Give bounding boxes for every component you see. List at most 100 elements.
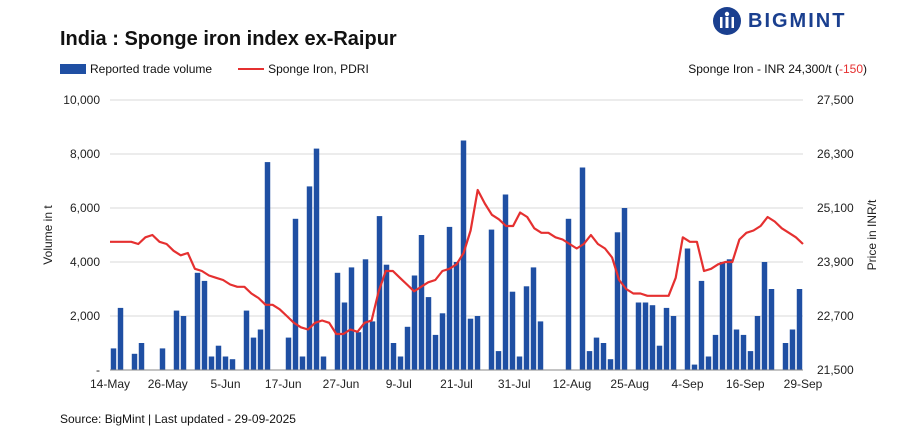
volume-bar <box>383 264 390 370</box>
x-tick-label: 14-May <box>90 377 130 391</box>
volume-bar <box>446 226 453 370</box>
volume-bar <box>607 359 614 370</box>
y-tick-label: 8,000 <box>70 147 100 161</box>
x-tick-label: 21-Jul <box>440 377 473 391</box>
x-tick-label: 27-Jun <box>323 377 360 391</box>
y-tick-label: 4,000 <box>70 255 100 269</box>
x-tick-label: 12-Aug <box>553 377 592 391</box>
volume-bar <box>796 289 803 370</box>
y2-tick-label: 22,700 <box>817 309 854 323</box>
volume-bar <box>159 348 166 370</box>
volume-bar <box>439 313 446 370</box>
volume-bar <box>285 337 292 370</box>
chart-legend: Reported trade volume Sponge Iron, PDRI <box>60 62 395 76</box>
y-tick-label: 10,000 <box>63 93 100 107</box>
volume-bar <box>782 343 789 370</box>
volume-bar <box>229 359 236 370</box>
volume-bar <box>656 345 663 370</box>
price-note-close: ) <box>863 62 867 76</box>
legend-line-swatch <box>238 68 265 70</box>
volume-bar <box>208 356 215 370</box>
y2-tick-label: 23,900 <box>817 255 854 269</box>
x-tick-label: 16-Sep <box>726 377 765 391</box>
volume-bar <box>516 356 523 370</box>
x-tick-label: 26-May <box>148 377 188 391</box>
volume-bar <box>348 267 355 370</box>
volume-bar <box>747 351 754 370</box>
volume-bar <box>621 208 628 370</box>
legend-bar-swatch <box>60 64 86 74</box>
volume-bar <box>243 310 250 370</box>
volume-bar <box>467 318 474 370</box>
volume-bar <box>719 262 726 370</box>
volume-bar <box>250 337 257 370</box>
x-tick-label: 25-Aug <box>610 377 649 391</box>
price-note: Sponge Iron - INR 24,300/t (-150) <box>688 62 867 76</box>
volume-bar <box>257 329 264 370</box>
volume-bar <box>642 302 649 370</box>
x-tick-label: 4-Sep <box>671 377 703 391</box>
y-tick-label: 2,000 <box>70 309 100 323</box>
volume-bar <box>565 218 572 370</box>
x-tick-label: 31-Jul <box>498 377 531 391</box>
volume-bar <box>131 353 138 370</box>
price-change: -150 <box>838 62 863 76</box>
volume-bar <box>362 259 369 370</box>
volume-bar <box>502 194 509 370</box>
y2-tick-label: 25,100 <box>817 201 854 215</box>
volume-bar <box>110 348 117 370</box>
volume-bar <box>614 232 621 370</box>
volume-bar <box>320 356 327 370</box>
volume-bar <box>649 305 656 370</box>
volume-bar <box>698 280 705 370</box>
volume-bar <box>264 162 271 370</box>
volume-bar <box>586 351 593 370</box>
volume-bar <box>432 334 439 370</box>
brand-logo: BIGMINT <box>712 6 846 36</box>
y-tick-label: 6,000 <box>70 201 100 215</box>
volume-bar <box>425 297 432 370</box>
volume-bar <box>306 186 313 370</box>
volume-bar <box>390 343 397 370</box>
volume-bar <box>684 248 691 370</box>
x-tick-label: 17-Jun <box>265 377 302 391</box>
volume-bar <box>537 321 544 370</box>
volume-bar <box>523 286 530 370</box>
volume-bar <box>299 356 306 370</box>
volume-bar <box>789 329 796 370</box>
volume-bar <box>453 262 460 370</box>
volume-bar <box>663 307 670 370</box>
volume-bar <box>488 229 495 370</box>
volume-bar <box>593 337 600 370</box>
legend-label-price: Sponge Iron, PDRI <box>268 62 369 76</box>
volume-bar <box>369 321 376 370</box>
volume-bar <box>600 343 607 370</box>
volume-bar <box>117 307 124 370</box>
legend-item-volume: Reported trade volume <box>60 62 212 76</box>
volume-bar <box>418 235 425 370</box>
volume-bar <box>726 259 733 370</box>
chart-title: India : Sponge iron index ex-Raipur <box>60 28 397 50</box>
legend-item-price: Sponge Iron, PDRI <box>238 62 369 76</box>
volume-bar <box>173 310 180 370</box>
volume-bar <box>495 351 502 370</box>
y2-axis-title: Price in INR/t <box>865 199 879 270</box>
volume-bar <box>670 316 677 370</box>
x-tick-label: 9-Jul <box>386 377 412 391</box>
volume-bar <box>397 356 404 370</box>
volume-bar <box>530 267 537 370</box>
volume-bar <box>201 280 208 370</box>
volume-bar <box>509 291 516 370</box>
volume-bar <box>474 316 481 370</box>
volume-bar <box>404 326 411 370</box>
y2-tick-label: 21,500 <box>817 363 854 377</box>
volume-bar <box>180 316 187 370</box>
volume-bar <box>341 302 348 370</box>
volume-bar <box>761 262 768 370</box>
volume-bar <box>705 356 712 370</box>
y2-tick-label: 26,300 <box>817 147 854 161</box>
x-tick-label: 5-Jun <box>210 377 240 391</box>
volume-bar <box>138 343 145 370</box>
brand-name: BIGMINT <box>748 9 847 32</box>
